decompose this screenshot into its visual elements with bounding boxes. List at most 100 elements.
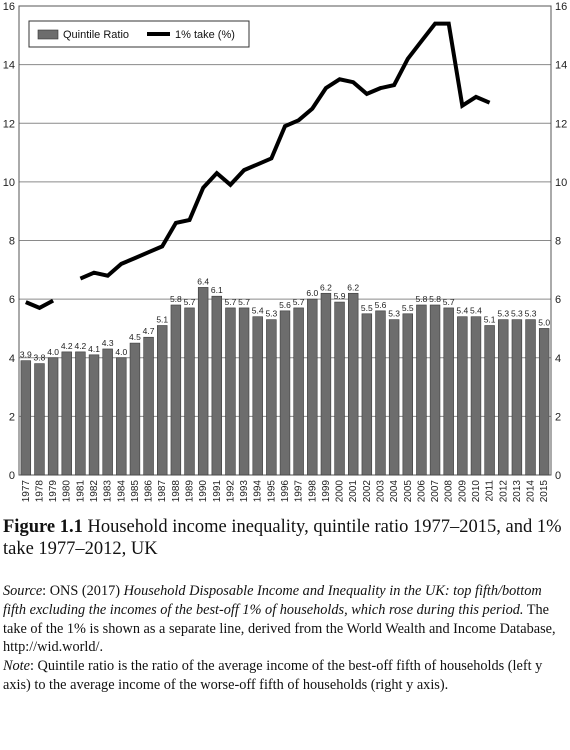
x-tick-label: 2013: [512, 480, 523, 503]
series-line-segment: [25, 298, 55, 311]
bar: [307, 298, 318, 476]
bar: [538, 328, 550, 476]
bar: [484, 325, 495, 476]
bar-data-label: 4.0: [47, 347, 59, 357]
bar-data-label: 3.9: [20, 350, 32, 360]
bar-data-label: 5.3: [497, 309, 509, 319]
bar: [225, 307, 236, 476]
y-tick-right: 16: [555, 1, 567, 13]
x-tick-label: 1990: [198, 480, 209, 503]
bar-data-label: 5.3: [388, 309, 400, 319]
note-text: : Quintile ratio is the ratio of the ave…: [3, 658, 543, 693]
source-label: Source: [3, 583, 43, 599]
bar: [184, 307, 195, 476]
note-label: Note: [3, 658, 31, 675]
bar-data-label: 5.7: [293, 297, 305, 307]
bar: [361, 313, 373, 476]
x-tick-label: 2005: [403, 480, 414, 503]
bar-data-label: 5.5: [402, 303, 414, 313]
x-tick-label: 2009: [457, 480, 468, 503]
y-tick-right: 8: [555, 236, 561, 248]
bar: [211, 295, 223, 476]
bar: [34, 363, 45, 476]
bar: [266, 319, 277, 476]
y-tick-left: 4: [9, 353, 15, 365]
x-tick-label: 2003: [375, 480, 386, 503]
bar: [20, 360, 32, 476]
bar-data-label: 5.8: [429, 294, 441, 304]
bar-data-label: 5.3: [265, 309, 277, 319]
bar-data-label: 5.7: [443, 297, 455, 307]
y-tick-left: 12: [3, 118, 15, 130]
bar: [47, 357, 59, 476]
x-tick-label: 2001: [348, 480, 359, 503]
bar-data-label: 5.4: [470, 306, 482, 316]
x-tick-label: 1987: [157, 480, 168, 503]
bar-data-label: 6.2: [347, 282, 359, 292]
source-paragraph: Source: ONS (2017) Household Disposable …: [3, 582, 567, 657]
x-tick-label: 1986: [144, 480, 155, 503]
bar: [252, 316, 263, 476]
series-line-segment: [79, 21, 491, 281]
y-tick-right: 0: [555, 470, 561, 482]
bar-data-label: 6.1: [211, 285, 223, 295]
x-tick-label: 1998: [307, 480, 318, 503]
bar: [498, 319, 509, 476]
x-tick-label: 1983: [103, 480, 114, 503]
x-tick-label: 1992: [225, 480, 236, 503]
y-tick-right: 2: [555, 411, 561, 423]
bar: [197, 287, 209, 476]
x-tick-label: 2014: [526, 480, 537, 503]
y-tick-left: 16: [3, 1, 15, 13]
y-tick-left: 2: [9, 411, 15, 423]
x-tick-label: 1979: [48, 480, 59, 503]
legend-box: [28, 20, 250, 48]
bar-data-label: 3.8: [34, 353, 46, 363]
bar-data-label: 6.2: [320, 282, 332, 292]
y-tick-right: 12: [555, 118, 567, 130]
bar-data-label: 4.2: [74, 341, 86, 351]
bar: [279, 310, 291, 476]
bar-data-label: 5.1: [484, 315, 496, 325]
bar-data-label: 6.4: [197, 276, 209, 286]
bar-data-label: 5.4: [456, 306, 468, 316]
x-tick-label: 1996: [280, 480, 291, 503]
x-tick-label: 2002: [362, 480, 373, 503]
bar: [102, 348, 113, 476]
x-tick-label: 1995: [266, 480, 277, 503]
bar-data-label: 5.7: [184, 297, 196, 307]
bar: [416, 304, 427, 476]
legend-swatch-bar: [37, 29, 59, 40]
bar-data-label: 5.3: [511, 309, 523, 319]
x-tick-label: 1991: [212, 480, 223, 503]
x-tick-label: 2010: [471, 480, 482, 503]
caption-label: Figure 1.1: [3, 517, 83, 537]
figure-caption: Figure 1.1 Household income inequality, …: [3, 516, 567, 560]
bar: [129, 342, 141, 476]
note-paragraph: Note: Quintile ratio is the ratio of the…: [3, 657, 567, 695]
x-tick-label: 2011: [485, 480, 496, 502]
bar: [347, 292, 359, 476]
bar: [320, 292, 332, 476]
notes-block: Source: ONS (2017) Household Disposable …: [3, 582, 567, 695]
source-text-2: The take of the 1% is shown as a separat…: [3, 601, 556, 656]
x-tick-label: 2006: [416, 480, 427, 503]
caption-text: Household income inequality, quintile ra…: [3, 517, 562, 559]
legend-label-take: 1% take (%): [175, 29, 235, 41]
bar: [443, 307, 454, 476]
bar-data-label: 5.4: [252, 306, 264, 316]
bar: [238, 307, 250, 476]
source-title: Household Disposable Income and Inequali…: [3, 583, 542, 618]
bar: [388, 319, 400, 476]
bar-data-label: 5.6: [375, 300, 387, 310]
bar: [525, 319, 536, 476]
x-tick-label: 1999: [321, 480, 332, 503]
x-tick-label: 2012: [498, 480, 509, 503]
source-text-1: : ONS (2017): [42, 583, 124, 599]
y-tick-left: 6: [9, 294, 15, 306]
bar-data-label: 5.1: [156, 315, 168, 325]
bar: [116, 357, 127, 476]
x-tick-label: 1994: [253, 480, 264, 503]
bar: [170, 304, 182, 476]
